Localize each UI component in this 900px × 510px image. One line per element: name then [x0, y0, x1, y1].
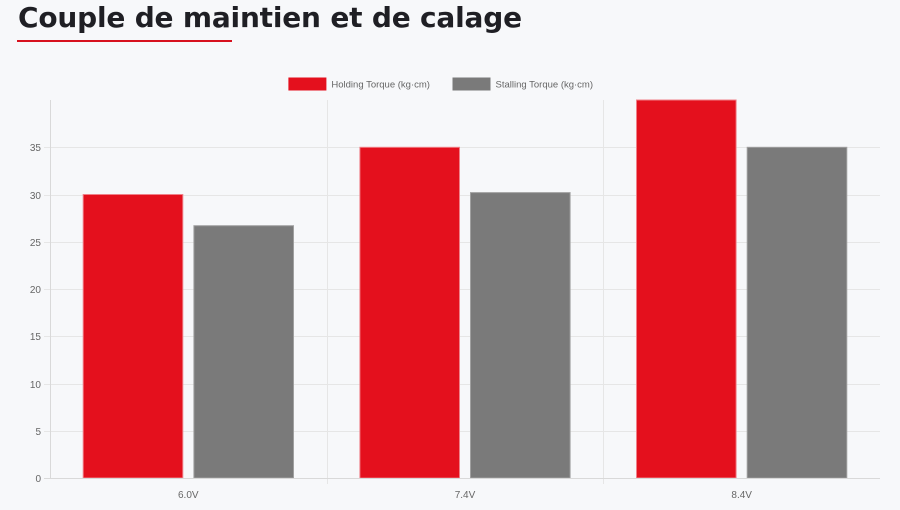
y-tick-label: 30: [30, 191, 42, 202]
bar-stalling-2: [746, 146, 848, 479]
legend: Holding Torque (kg·cm) Stalling Torque (k…: [288, 77, 594, 91]
y-tick-label: 10: [30, 380, 42, 391]
axis-layer: 0 5 10 15 20 25 30 35 6.0V 7.4V 8.4V: [30, 100, 880, 501]
y-tick-label: 0: [35, 474, 41, 485]
y-tick-label: 20: [30, 285, 42, 296]
bar-stalling-0: [193, 225, 294, 479]
legend-swatch-1: [452, 77, 491, 91]
legend-label-0: Holding Torque (kg·cm): [331, 80, 430, 91]
x-tick-label: 6.0V: [178, 490, 199, 501]
title-underline: [17, 40, 232, 42]
page-title: Couple de maintien et de calage: [18, 1, 522, 34]
y-tick-label: 35: [30, 143, 42, 154]
bar-holding-0: [82, 194, 184, 479]
grid-layer: [44, 100, 880, 484]
bar-layer: [82, 99, 848, 479]
legend-label-1: Stalling Torque (kg·cm): [496, 80, 594, 91]
x-tick-label: 8.4V: [731, 490, 752, 501]
x-tick-label: 7.4V: [455, 490, 476, 501]
legend-swatch-0: [288, 77, 327, 91]
y-tick-label: 5: [35, 427, 41, 438]
bar-holding-1: [359, 146, 460, 479]
bar-holding-2: [636, 99, 737, 479]
y-tick-label: 15: [30, 332, 42, 343]
bar-stalling-1: [470, 192, 571, 479]
y-tick-label: 25: [30, 238, 42, 249]
